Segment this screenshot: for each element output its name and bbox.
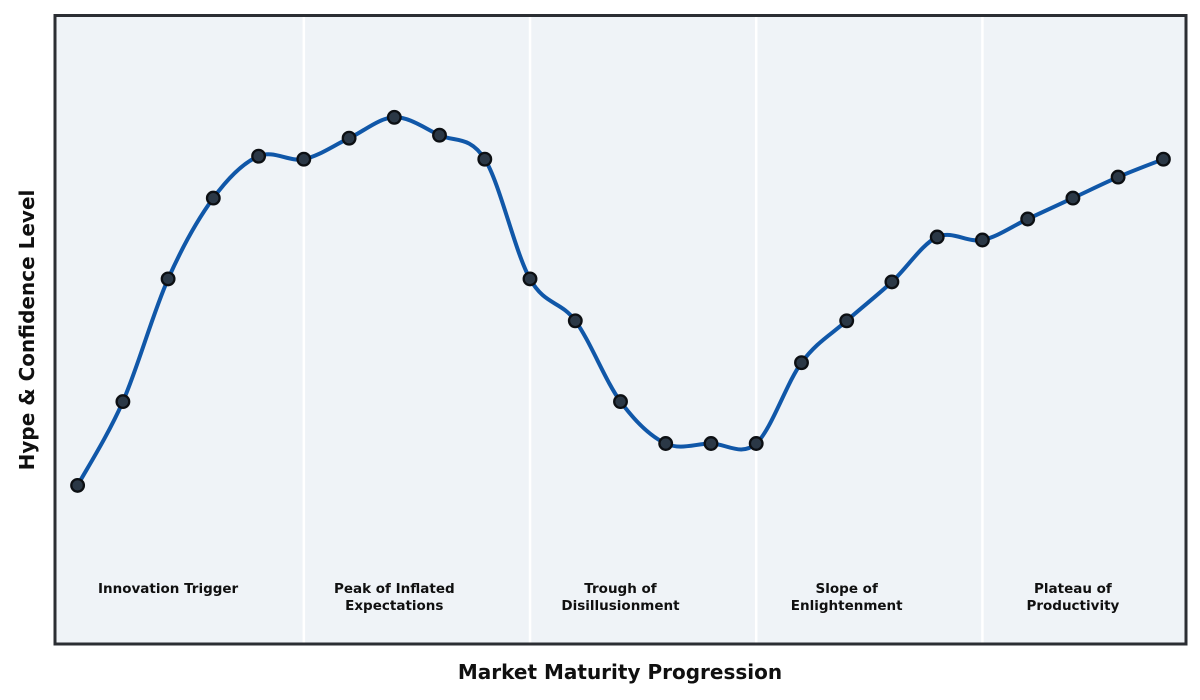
phase-label-line: Enlightenment [790, 598, 903, 614]
phase-label-line: Innovation Trigger [97, 581, 239, 597]
phase-label-line: Peak of Inflated [333, 581, 455, 597]
data-point [1020, 211, 1036, 227]
phase-label: Innovation Trigger [98, 581, 238, 598]
data-point [522, 271, 538, 287]
phase-label-line: Trough of [584, 581, 657, 597]
phase-label-line: Disillusionment [561, 598, 680, 614]
data-point [205, 190, 221, 206]
data-point [341, 130, 357, 146]
data-point [703, 436, 719, 451]
x-axis-title: Market Maturity Progression [457, 660, 783, 684]
data-point [251, 148, 267, 164]
phase-label: Trough of Disillusionment [561, 581, 679, 615]
data-point [160, 271, 176, 287]
data-point [613, 394, 628, 410]
data-point [296, 151, 312, 167]
phase-label-line: Slope of [815, 581, 878, 597]
data-point [884, 274, 900, 290]
phase-label-line: Plateau of [1033, 581, 1112, 597]
data-point [839, 313, 855, 329]
phase-label-line: Expectations [345, 598, 444, 614]
chart-frame [53, 14, 1188, 646]
data-point [658, 436, 674, 451]
phase-label: Plateau of Productivity [1026, 581, 1119, 615]
hype-curve [75, 115, 1166, 488]
data-point [567, 313, 583, 329]
data-point [386, 109, 402, 125]
data-point [929, 229, 945, 245]
data-point [748, 436, 764, 451]
data-point [974, 232, 990, 248]
data-point [1110, 169, 1126, 185]
data-point [115, 394, 131, 410]
phase-label-line: Productivity [1026, 598, 1120, 614]
data-point [70, 477, 86, 493]
data-point [1155, 151, 1171, 167]
data-point [794, 355, 809, 371]
phase-label: Slope of Enlightenment [791, 581, 903, 615]
data-point [477, 151, 493, 167]
plot-area [55, 15, 1186, 644]
data-point [1065, 190, 1081, 206]
phase-label: Peak of Inflated Expectations [334, 581, 455, 615]
data-point [432, 127, 447, 143]
y-axis-title: Hype & Confidence Level [15, 189, 39, 471]
